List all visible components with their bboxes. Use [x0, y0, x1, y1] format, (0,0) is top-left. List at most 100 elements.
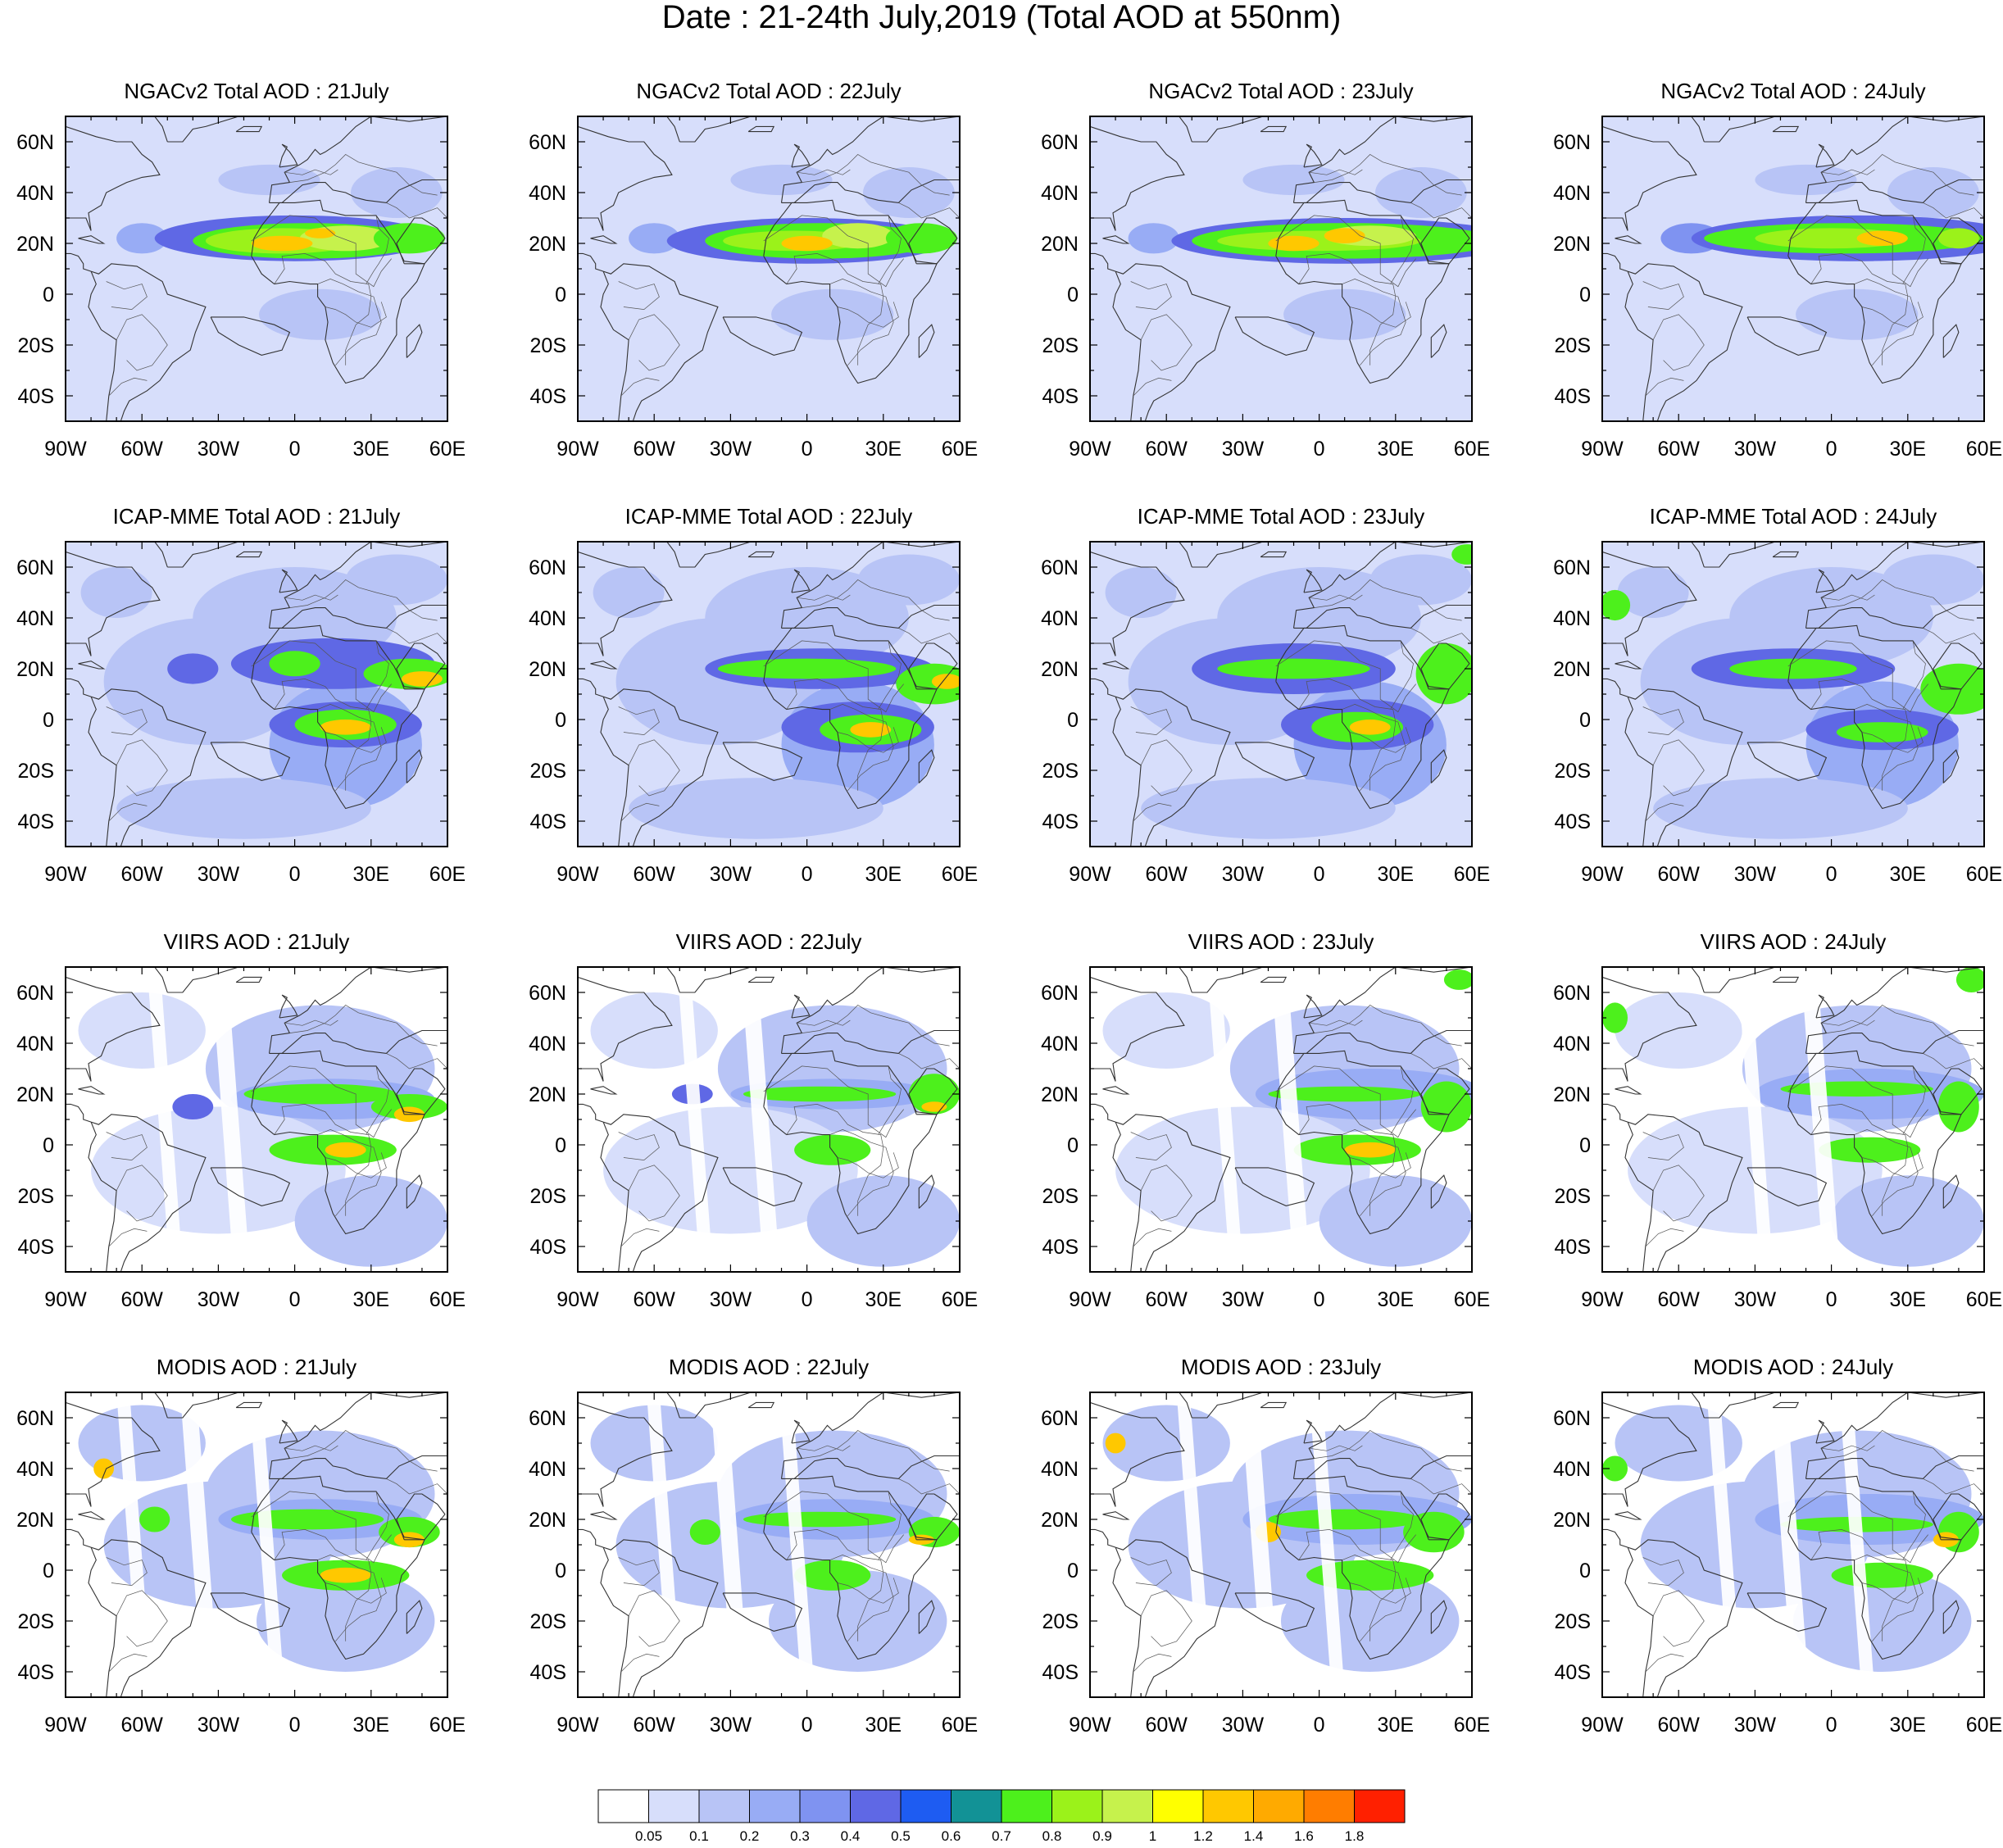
aod-plume: [325, 1142, 366, 1158]
lat-tick-label: 20N: [1041, 1509, 1079, 1532]
coastline: [396, 1493, 446, 1541]
colorbar-label: 0.05: [635, 1828, 662, 1844]
aod-region: [218, 164, 320, 196]
lat-tick-label: 0: [1579, 709, 1591, 732]
aod-region: [1105, 567, 1177, 618]
lon-tick-label: 0: [1826, 438, 1837, 461]
coastline: [578, 1103, 604, 1123]
lat-tick-label: 40N: [529, 1033, 566, 1056]
country-border: [1298, 1529, 1397, 1641]
swath-gap: [1270, 967, 1310, 1272]
aod-region: [603, 1106, 858, 1234]
colorbar-label: 0.7: [992, 1828, 1011, 1844]
country-border: [1314, 579, 1462, 621]
country-border: [1133, 377, 1172, 397]
lat-tick-label: 20S: [1555, 1610, 1591, 1633]
coastlines: [1090, 1392, 1472, 1697]
colorbar-swatch: [1001, 1789, 1052, 1823]
country-border: [366, 1491, 389, 1560]
coastline: [1179, 967, 1264, 993]
lon-tick-label: 30E: [1378, 438, 1414, 461]
coastline: [78, 661, 106, 670]
lon-tick-label: 90W: [1581, 438, 1624, 461]
lat-tick-label: 40N: [16, 1458, 54, 1481]
lon-tick-label: 90W: [44, 1714, 87, 1737]
lat-tick-label: 20S: [530, 1185, 566, 1208]
lat-tick-label: 20N: [529, 658, 566, 681]
coastline: [791, 994, 811, 1019]
country-border: [1410, 1053, 1472, 1069]
swath-gap: [211, 967, 251, 1272]
aod-region: [257, 1570, 435, 1672]
lon-tick-label: 30W: [1222, 1714, 1265, 1737]
lat-tick-label: 40S: [1555, 1236, 1591, 1259]
coastline: [1102, 661, 1130, 670]
coastline: [1112, 1114, 1231, 1272]
swath-gap: [646, 1392, 683, 1697]
aod-field: [1602, 116, 1984, 421]
coastline: [1420, 642, 1470, 690]
lon-tick-label: 90W: [44, 438, 87, 461]
coastline: [66, 551, 161, 656]
aod-plume: [1420, 1081, 1472, 1133]
coastline: [1691, 542, 1776, 568]
lon-tick-label: 60W: [1145, 1288, 1188, 1311]
coastline: [578, 1528, 604, 1548]
coastline: [268, 1392, 447, 1479]
panel-title: NGACv2 Total AOD : 22July: [636, 79, 901, 103]
country-border: [802, 1430, 950, 1472]
panel-title: ICAP-MME Total AOD : 23July: [1138, 504, 1425, 529]
country-border: [386, 628, 447, 644]
colorbar-swatch: [850, 1789, 902, 1823]
lat-tick-label: 20N: [529, 1083, 566, 1106]
country-border: [628, 739, 680, 797]
coastlines: [1602, 116, 1984, 421]
coastline: [1805, 1392, 1984, 1479]
lon-tick-label: 0: [802, 1714, 813, 1737]
lat-tick-label: 20N: [529, 1509, 566, 1532]
coastline: [396, 1068, 446, 1115]
lon-tick-label: 30W: [710, 438, 752, 461]
lon-tick-label: 30W: [1222, 438, 1265, 461]
coastlines: [578, 967, 960, 1272]
lat-tick-label: 0: [43, 1134, 54, 1157]
aod-region: [1793, 1570, 1972, 1672]
coastline: [1420, 1493, 1470, 1541]
country-border: [1314, 1005, 1462, 1047]
aod-field: [66, 116, 447, 421]
colorbar-label: 0.1: [689, 1828, 709, 1844]
swath-gap: [710, 1392, 750, 1697]
country-border: [1275, 1491, 1416, 1564]
country-border: [284, 594, 338, 601]
country-border: [628, 314, 680, 371]
country-border: [1309, 169, 1363, 175]
country-border: [802, 1005, 950, 1047]
aod-region: [91, 1106, 346, 1234]
aod-plume: [1268, 1509, 1421, 1530]
lat-tick-label: 60N: [1041, 556, 1079, 579]
colorbar-label: 1.2: [1193, 1828, 1213, 1844]
lat-tick-label: 20N: [1553, 1083, 1591, 1106]
coastline: [1942, 1174, 1960, 1209]
coastline: [1260, 551, 1288, 558]
lat-tick-label: 20S: [1042, 334, 1079, 357]
colorbar-swatch: [1101, 1789, 1153, 1823]
coastline: [1090, 252, 1116, 272]
country-border: [1133, 1228, 1172, 1247]
lat-tick-label: 60N: [1041, 1407, 1079, 1430]
lon-tick-label: 30W: [198, 1714, 240, 1737]
country-border: [325, 727, 387, 753]
map-panel: 90W 60W 30W 0 30E 60E 60N 40N 20N 0 20S 40S VIIRS AO…: [529, 929, 978, 1311]
country-border: [1133, 802, 1172, 822]
lat-tick-label: 20S: [530, 760, 566, 783]
lon-tick-label: 0: [1826, 1288, 1837, 1311]
coastline: [406, 324, 423, 358]
lat-tick-label: 20S: [1042, 760, 1079, 783]
coastline: [1102, 1086, 1130, 1095]
country-border: [1923, 202, 1984, 219]
coastlines: [1602, 1392, 1984, 1697]
country-border: [1130, 281, 1172, 310]
aod-field: [66, 542, 447, 847]
lon-tick-label: 60E: [942, 1288, 978, 1311]
aod-plume: [908, 1074, 960, 1115]
